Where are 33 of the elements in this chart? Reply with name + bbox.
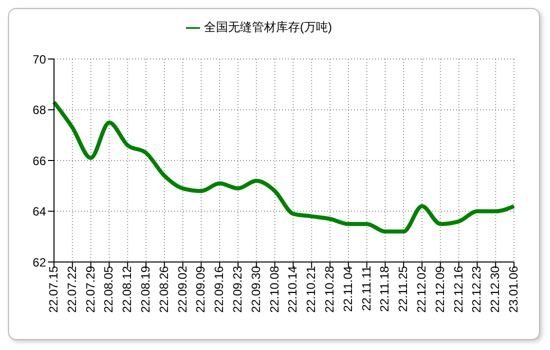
- x-tick-label: 22.12.09: [432, 266, 447, 313]
- y-tick-label: 62: [32, 255, 46, 270]
- x-tick-label: 22.07.15: [46, 266, 61, 313]
- line-series: [52, 100, 516, 234]
- y-tick-label: 64: [32, 204, 46, 219]
- x-tick-label: 22.12.02: [414, 266, 429, 313]
- x-tick-label: 22.08.12: [120, 266, 134, 313]
- x-tick-label: 22.08.05: [102, 266, 116, 313]
- x-tick-label: 22.11.18: [378, 266, 392, 312]
- x-tick-label: 22.10.14: [286, 266, 300, 313]
- x-tick-label: 22.07.22: [64, 266, 79, 313]
- legend-label: 全国无缝管材库存(万吨): [204, 20, 332, 34]
- y-tick-label: 68: [32, 103, 46, 118]
- x-tick-label: 22.08.26: [156, 266, 171, 313]
- x-tick-label: 22.09.16: [212, 266, 226, 313]
- x-tick-label: 22.10.08: [267, 266, 282, 313]
- x-tick-label: 22.09.09: [194, 266, 208, 313]
- x-tick-label: 22.11.11: [359, 266, 374, 311]
- x-tick-label: 22.09.30: [248, 266, 263, 313]
- x-tick-label: 22.11.25: [396, 266, 410, 312]
- x-tick-label: 22.08.19: [138, 266, 153, 313]
- x-tick-label: 22.12.23: [470, 266, 484, 313]
- y-tick-label: 70: [32, 52, 46, 66]
- x-tick-label: 22.09.23: [230, 266, 245, 313]
- x-tick-label: 22.07.29: [83, 266, 98, 313]
- x-tick-label: 22.12.16: [451, 266, 466, 313]
- x-tick-label: 22.12.30: [488, 266, 502, 313]
- y-tick-label: 66: [32, 154, 46, 168]
- x-tick-label: 22.10.28: [322, 266, 337, 313]
- x-tick-label: 23.01.06: [506, 266, 521, 313]
- x-tick-label: 22.09.02: [175, 266, 190, 313]
- x-tick-label: 22.10.21: [304, 266, 318, 313]
- x-tick-label: 22.11.04: [340, 266, 355, 312]
